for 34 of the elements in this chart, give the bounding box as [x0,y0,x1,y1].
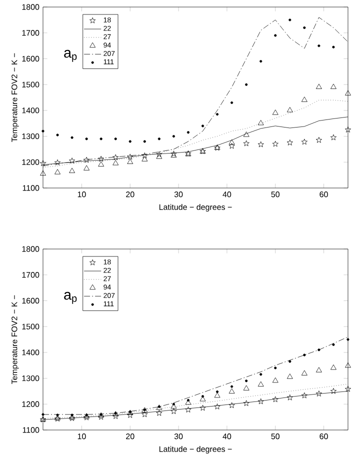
y-tick-label: 1100 [22,185,40,191]
y-tick-label: 1400 [22,350,40,356]
y-tick-label: 1800 [22,246,40,252]
x-tick-label: 10 [78,192,86,198]
x-tick-label: 30 [174,192,183,198]
y-tick-label: 1400 [22,108,40,114]
x-tick-label: 30 [174,434,183,440]
y-tick-label: 1700 [22,30,40,36]
x-tick-label: 60 [320,192,328,198]
y-axis-title: Temperature FOV2 − K − [12,295,19,384]
legend-title: a$_{p}$ [64,50,77,62]
x-tick-label: 40 [222,192,232,198]
y-tick-label: 1300 [22,133,40,140]
y-tick-label: 1600 [22,298,40,304]
legend-title: a$_{p}$ [64,292,77,304]
y-tick-label: 1600 [22,56,40,62]
y-tick-label: 1200 [22,159,40,165]
x-axis-title: Latitude − degrees − [159,446,232,454]
x-tick-label: 50 [271,192,280,198]
y-tick-label: 1700 [22,272,40,278]
y-tick-label: 1800 [22,4,40,10]
x-tick-label: 20 [126,192,134,198]
x-tick-label: 20 [126,434,134,440]
x-axis-title: Latitude − degrees − [159,204,232,212]
x-tick-label: 10 [78,434,86,440]
y-axis-title: Temperature FOV2 − K − [12,53,19,142]
y-tick-label: 1500 [22,82,40,88]
y-tick-label: 1100 [22,427,40,433]
y-tick-label: 1300 [22,375,40,382]
y-tick-label: 1500 [22,324,40,330]
x-tick-label: 50 [271,434,280,440]
x-tick-label: 40 [222,434,232,440]
y-tick-label: 1200 [22,401,40,407]
x-tick-label: 60 [320,434,328,440]
